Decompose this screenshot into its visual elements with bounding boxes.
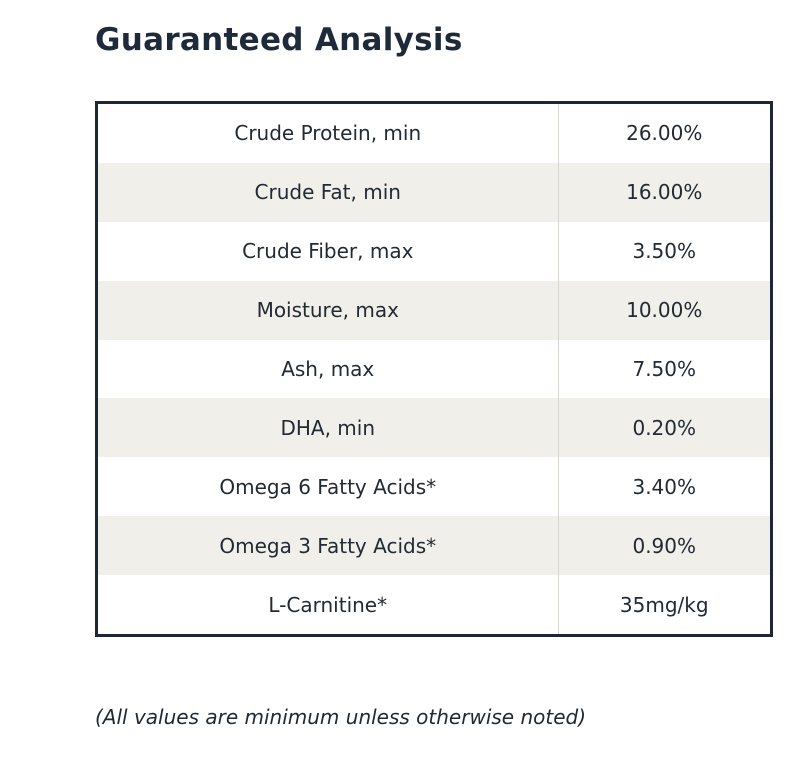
- nutrient-value: 35mg/kg: [558, 575, 770, 634]
- nutrient-value: 16.00%: [558, 162, 770, 222]
- table-row: DHA, min 0.20%: [98, 398, 770, 458]
- nutrient-value: 3.40%: [558, 457, 770, 517]
- nutrient-label: Crude Protein, min: [98, 104, 559, 163]
- page-title: Guaranteed Analysis: [95, 22, 463, 58]
- nutrient-value: 0.90%: [558, 516, 770, 575]
- table-row: L-Carnitine* 35mg/kg: [98, 575, 770, 634]
- nutrient-label: L-Carnitine*: [98, 575, 559, 634]
- nutrient-value: 7.50%: [558, 339, 770, 399]
- nutrient-label: Crude Fiber, max: [98, 221, 559, 281]
- nutrient-label: Omega 6 Fatty Acids*: [98, 457, 559, 517]
- nutrient-label: Ash, max: [98, 339, 559, 399]
- table-row: Crude Fiber, max 3.50%: [98, 221, 770, 281]
- nutrient-value: 26.00%: [558, 104, 770, 163]
- nutrient-label: DHA, min: [98, 398, 559, 458]
- guaranteed-analysis-table: Crude Protein, min 26.00% Crude Fat, min…: [98, 104, 770, 634]
- table-row: Moisture, max 10.00%: [98, 280, 770, 340]
- nutrient-label: Moisture, max: [98, 280, 559, 340]
- table-row: Crude Protein, min 26.00%: [98, 104, 770, 163]
- nutrient-value: 3.50%: [558, 221, 770, 281]
- analysis-table-frame: Crude Protein, min 26.00% Crude Fat, min…: [95, 101, 773, 637]
- nutrient-value: 0.20%: [558, 398, 770, 458]
- nutrient-value: 10.00%: [558, 280, 770, 340]
- table-row: Ash, max 7.50%: [98, 339, 770, 399]
- table-row: Omega 3 Fatty Acids* 0.90%: [98, 516, 770, 575]
- nutrient-label: Crude Fat, min: [98, 162, 559, 222]
- nutrient-label: Omega 3 Fatty Acids*: [98, 516, 559, 575]
- footnote: (All values are minimum unless otherwise…: [95, 705, 587, 729]
- table-row: Crude Fat, min 16.00%: [98, 162, 770, 222]
- table-row: Omega 6 Fatty Acids* 3.40%: [98, 457, 770, 517]
